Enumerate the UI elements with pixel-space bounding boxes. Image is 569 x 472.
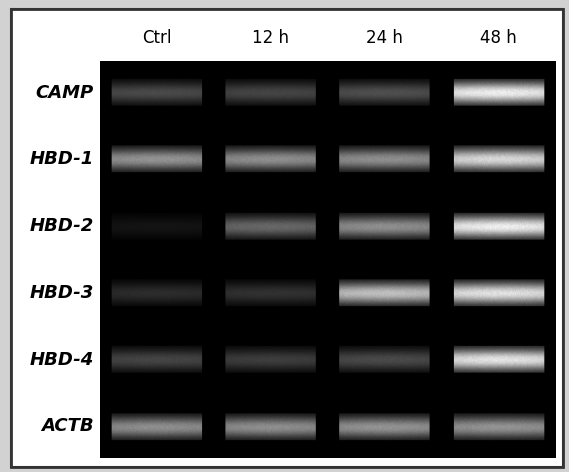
Text: 48 h: 48 h [480, 29, 516, 47]
Bar [100, 324, 555, 329]
Text: 12 h: 12 h [251, 29, 289, 47]
Text: CAMP: CAMP [36, 84, 94, 102]
Text: Ctrl: Ctrl [142, 29, 171, 47]
Bar [100, 258, 555, 261]
Bar [100, 195, 555, 258]
Text: 24 h: 24 h [366, 29, 402, 47]
Text: HBD-2: HBD-2 [30, 217, 94, 235]
Bar [100, 61, 555, 124]
Text: HBD-1: HBD-1 [30, 151, 94, 169]
Bar [100, 261, 555, 324]
Bar [100, 191, 555, 195]
Bar [100, 395, 555, 458]
Bar [100, 391, 555, 395]
Bar [100, 128, 555, 191]
Bar [100, 329, 555, 391]
Text: HBD-3: HBD-3 [30, 284, 94, 302]
Bar [100, 124, 555, 128]
Text: ACTB: ACTB [42, 417, 94, 436]
Text: HBD-4: HBD-4 [30, 351, 94, 369]
